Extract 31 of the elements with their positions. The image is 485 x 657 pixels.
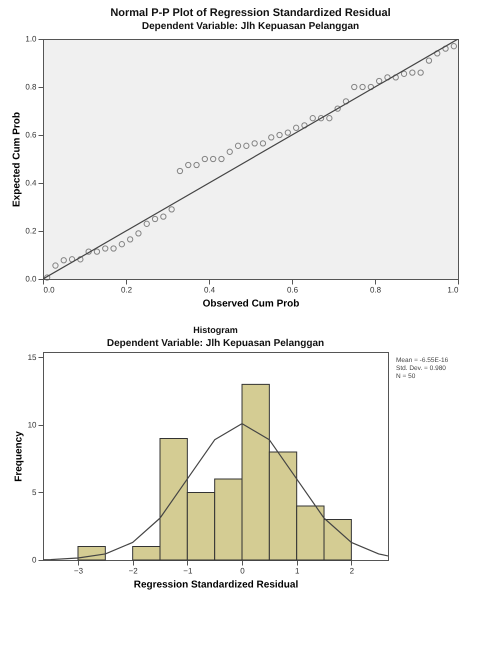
chart-title: Normal P-P Plot of Regression Standardized Residual [110, 7, 391, 19]
x-tick-label: 0.4 [204, 286, 216, 294]
x-tick-label: 0.6 [286, 286, 299, 294]
y-tick-label: 15 [28, 352, 38, 362]
x-tick-label: 0.2 [120, 286, 133, 294]
x-tick-label: −2 [128, 566, 138, 576]
x-axis-title: Regression Standardized Residual [134, 580, 298, 590]
x-tick-label: −3 [74, 566, 84, 576]
chart-subtitle: Dependent Variable: Jlh Kepuasan Pelanggan [142, 21, 360, 32]
y-tick-label: 0.0 [25, 274, 38, 284]
x-tick-label: 2 [350, 566, 355, 576]
y-tick-label: 0.6 [25, 130, 38, 140]
x-tick-label: 0.0 [44, 286, 56, 294]
y-tick-label: 5 [32, 488, 38, 497]
chart-subtitle: Dependent Variable: Jlh Kepuasan Pelanggan [106, 338, 324, 349]
y-tick-label: 1.0 [25, 34, 38, 44]
x-tick-label: −1 [183, 566, 193, 576]
y-tick-label: 0.4 [25, 178, 38, 188]
y-axis-title: Expected Cum Prob [11, 112, 22, 208]
y-axis-title: Frequency [14, 430, 25, 482]
x-tick-label: 0 [240, 566, 246, 576]
x-axis-title: Observed Cum Prob [202, 298, 300, 310]
x-tick-label: 1 [294, 566, 300, 576]
chart-title: Histogram [193, 325, 238, 335]
y-tick-label: 0.8 [25, 82, 38, 92]
line-series [43, 422, 388, 560]
y-tick-label: 10 [28, 420, 38, 430]
x-tick-label: 0.8 [370, 286, 382, 294]
y-tick-label: 0.2 [25, 226, 38, 236]
y-tick-label: 0 [32, 556, 38, 564]
x-tick-label: 1.0 [447, 286, 460, 294]
